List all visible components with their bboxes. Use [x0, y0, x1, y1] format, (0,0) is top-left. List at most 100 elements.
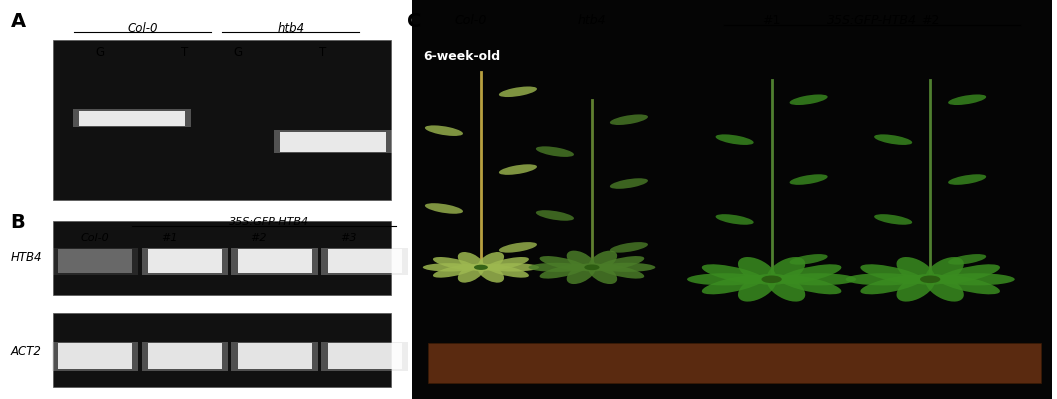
Ellipse shape: [935, 275, 1000, 294]
Bar: [231, 342, 318, 371]
Text: B: B: [11, 213, 25, 233]
Bar: [53, 221, 391, 295]
Bar: [412, 0, 1052, 399]
Ellipse shape: [925, 257, 964, 284]
Ellipse shape: [536, 210, 574, 221]
Bar: [321, 248, 408, 275]
Ellipse shape: [935, 264, 1000, 284]
Ellipse shape: [598, 263, 655, 272]
Bar: [231, 248, 318, 275]
Ellipse shape: [486, 263, 539, 271]
Ellipse shape: [948, 95, 986, 105]
Ellipse shape: [790, 254, 828, 265]
Text: htb4: htb4: [577, 14, 607, 27]
Circle shape: [585, 265, 599, 270]
Text: #2: #2: [251, 233, 267, 243]
Text: #3: #3: [340, 233, 357, 243]
Text: 35S:GFP-HTB4: 35S:GFP-HTB4: [229, 217, 310, 227]
Bar: [58, 343, 132, 369]
Ellipse shape: [539, 264, 588, 279]
Circle shape: [474, 265, 488, 270]
Ellipse shape: [589, 263, 617, 284]
Ellipse shape: [589, 251, 617, 271]
Ellipse shape: [777, 264, 841, 284]
Ellipse shape: [766, 274, 805, 302]
Ellipse shape: [499, 242, 537, 253]
Ellipse shape: [687, 273, 763, 285]
Ellipse shape: [777, 275, 841, 294]
Ellipse shape: [458, 252, 484, 271]
Bar: [52, 342, 138, 371]
Ellipse shape: [925, 274, 964, 302]
Text: T: T: [319, 46, 326, 59]
Ellipse shape: [478, 252, 504, 271]
Text: A: A: [11, 12, 25, 31]
Ellipse shape: [567, 251, 595, 271]
Text: 6-week-old: 6-week-old: [423, 50, 500, 63]
Text: Col-0: Col-0: [455, 14, 486, 27]
Bar: [58, 249, 132, 273]
Ellipse shape: [860, 275, 925, 294]
Ellipse shape: [896, 257, 935, 284]
Ellipse shape: [610, 242, 648, 253]
Bar: [321, 342, 408, 371]
Ellipse shape: [478, 264, 504, 282]
Circle shape: [920, 275, 941, 283]
Bar: [52, 248, 138, 275]
Ellipse shape: [716, 134, 754, 145]
Ellipse shape: [939, 273, 1015, 285]
Bar: [328, 343, 402, 369]
Text: #1: #1: [161, 233, 178, 243]
Bar: [148, 249, 222, 273]
Text: Col-0: Col-0: [128, 22, 157, 35]
Ellipse shape: [780, 273, 856, 285]
Ellipse shape: [425, 125, 463, 136]
Ellipse shape: [716, 214, 754, 225]
Bar: [280, 132, 386, 152]
Ellipse shape: [860, 264, 925, 284]
Ellipse shape: [423, 263, 476, 271]
Bar: [142, 342, 228, 371]
Ellipse shape: [567, 263, 595, 284]
Bar: [238, 249, 312, 273]
Ellipse shape: [874, 214, 912, 225]
Bar: [238, 343, 312, 369]
Circle shape: [761, 275, 782, 283]
Ellipse shape: [846, 273, 922, 285]
Ellipse shape: [610, 178, 648, 189]
Ellipse shape: [610, 115, 648, 125]
Text: C: C: [407, 12, 422, 31]
Ellipse shape: [766, 257, 805, 284]
Ellipse shape: [485, 264, 528, 278]
Bar: [53, 313, 391, 387]
Bar: [274, 130, 392, 153]
Ellipse shape: [433, 264, 477, 278]
Bar: [53, 40, 391, 200]
Bar: [148, 343, 222, 369]
Ellipse shape: [874, 134, 912, 145]
Bar: [328, 249, 402, 273]
Ellipse shape: [790, 95, 828, 105]
Ellipse shape: [790, 174, 828, 185]
Text: G: G: [96, 46, 105, 59]
Bar: [79, 111, 185, 126]
Text: 35S:GFP-HTB4: 35S:GFP-HTB4: [827, 14, 917, 27]
Text: G: G: [234, 46, 242, 59]
Ellipse shape: [536, 146, 574, 157]
Ellipse shape: [528, 263, 586, 272]
Ellipse shape: [499, 164, 537, 175]
Ellipse shape: [499, 87, 537, 97]
Text: Col-0: Col-0: [80, 233, 110, 243]
Ellipse shape: [738, 274, 777, 302]
Ellipse shape: [702, 275, 766, 294]
Ellipse shape: [702, 264, 766, 284]
Bar: [142, 248, 228, 275]
Ellipse shape: [948, 254, 986, 265]
Text: T: T: [182, 46, 188, 59]
Ellipse shape: [485, 257, 528, 271]
Text: #1: #1: [762, 14, 781, 27]
Text: HTB4: HTB4: [11, 251, 42, 264]
Ellipse shape: [596, 264, 645, 279]
Bar: [428, 343, 1041, 383]
Bar: [73, 109, 191, 127]
